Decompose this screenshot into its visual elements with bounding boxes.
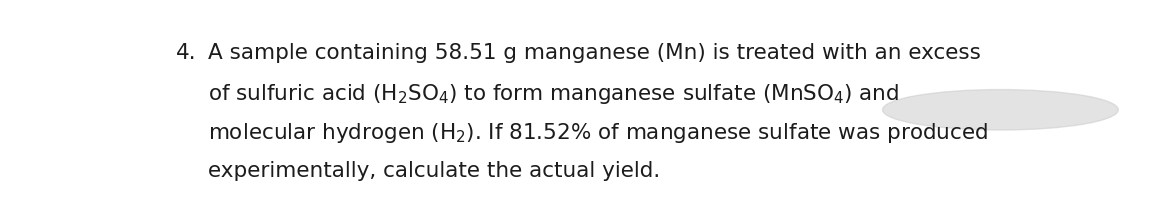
Text: of sulfuric acid ($\mathregular{H_2SO_4}$) to form manganese sulfate ($\mathregu: of sulfuric acid ($\mathregular{H_2SO_4}…	[208, 82, 900, 106]
Text: molecular hydrogen ($\mathregular{H_2}$). If 81.52% of manganese sulfate was pro: molecular hydrogen ($\mathregular{H_2}$)…	[208, 121, 987, 145]
Text: 4.: 4.	[177, 43, 197, 63]
Text: A sample containing 58.51 g manganese (Mn) is treated with an excess: A sample containing 58.51 g manganese (M…	[208, 43, 980, 63]
Circle shape	[882, 89, 1119, 130]
Text: experimentally, calculate the actual yield.: experimentally, calculate the actual yie…	[208, 161, 660, 181]
